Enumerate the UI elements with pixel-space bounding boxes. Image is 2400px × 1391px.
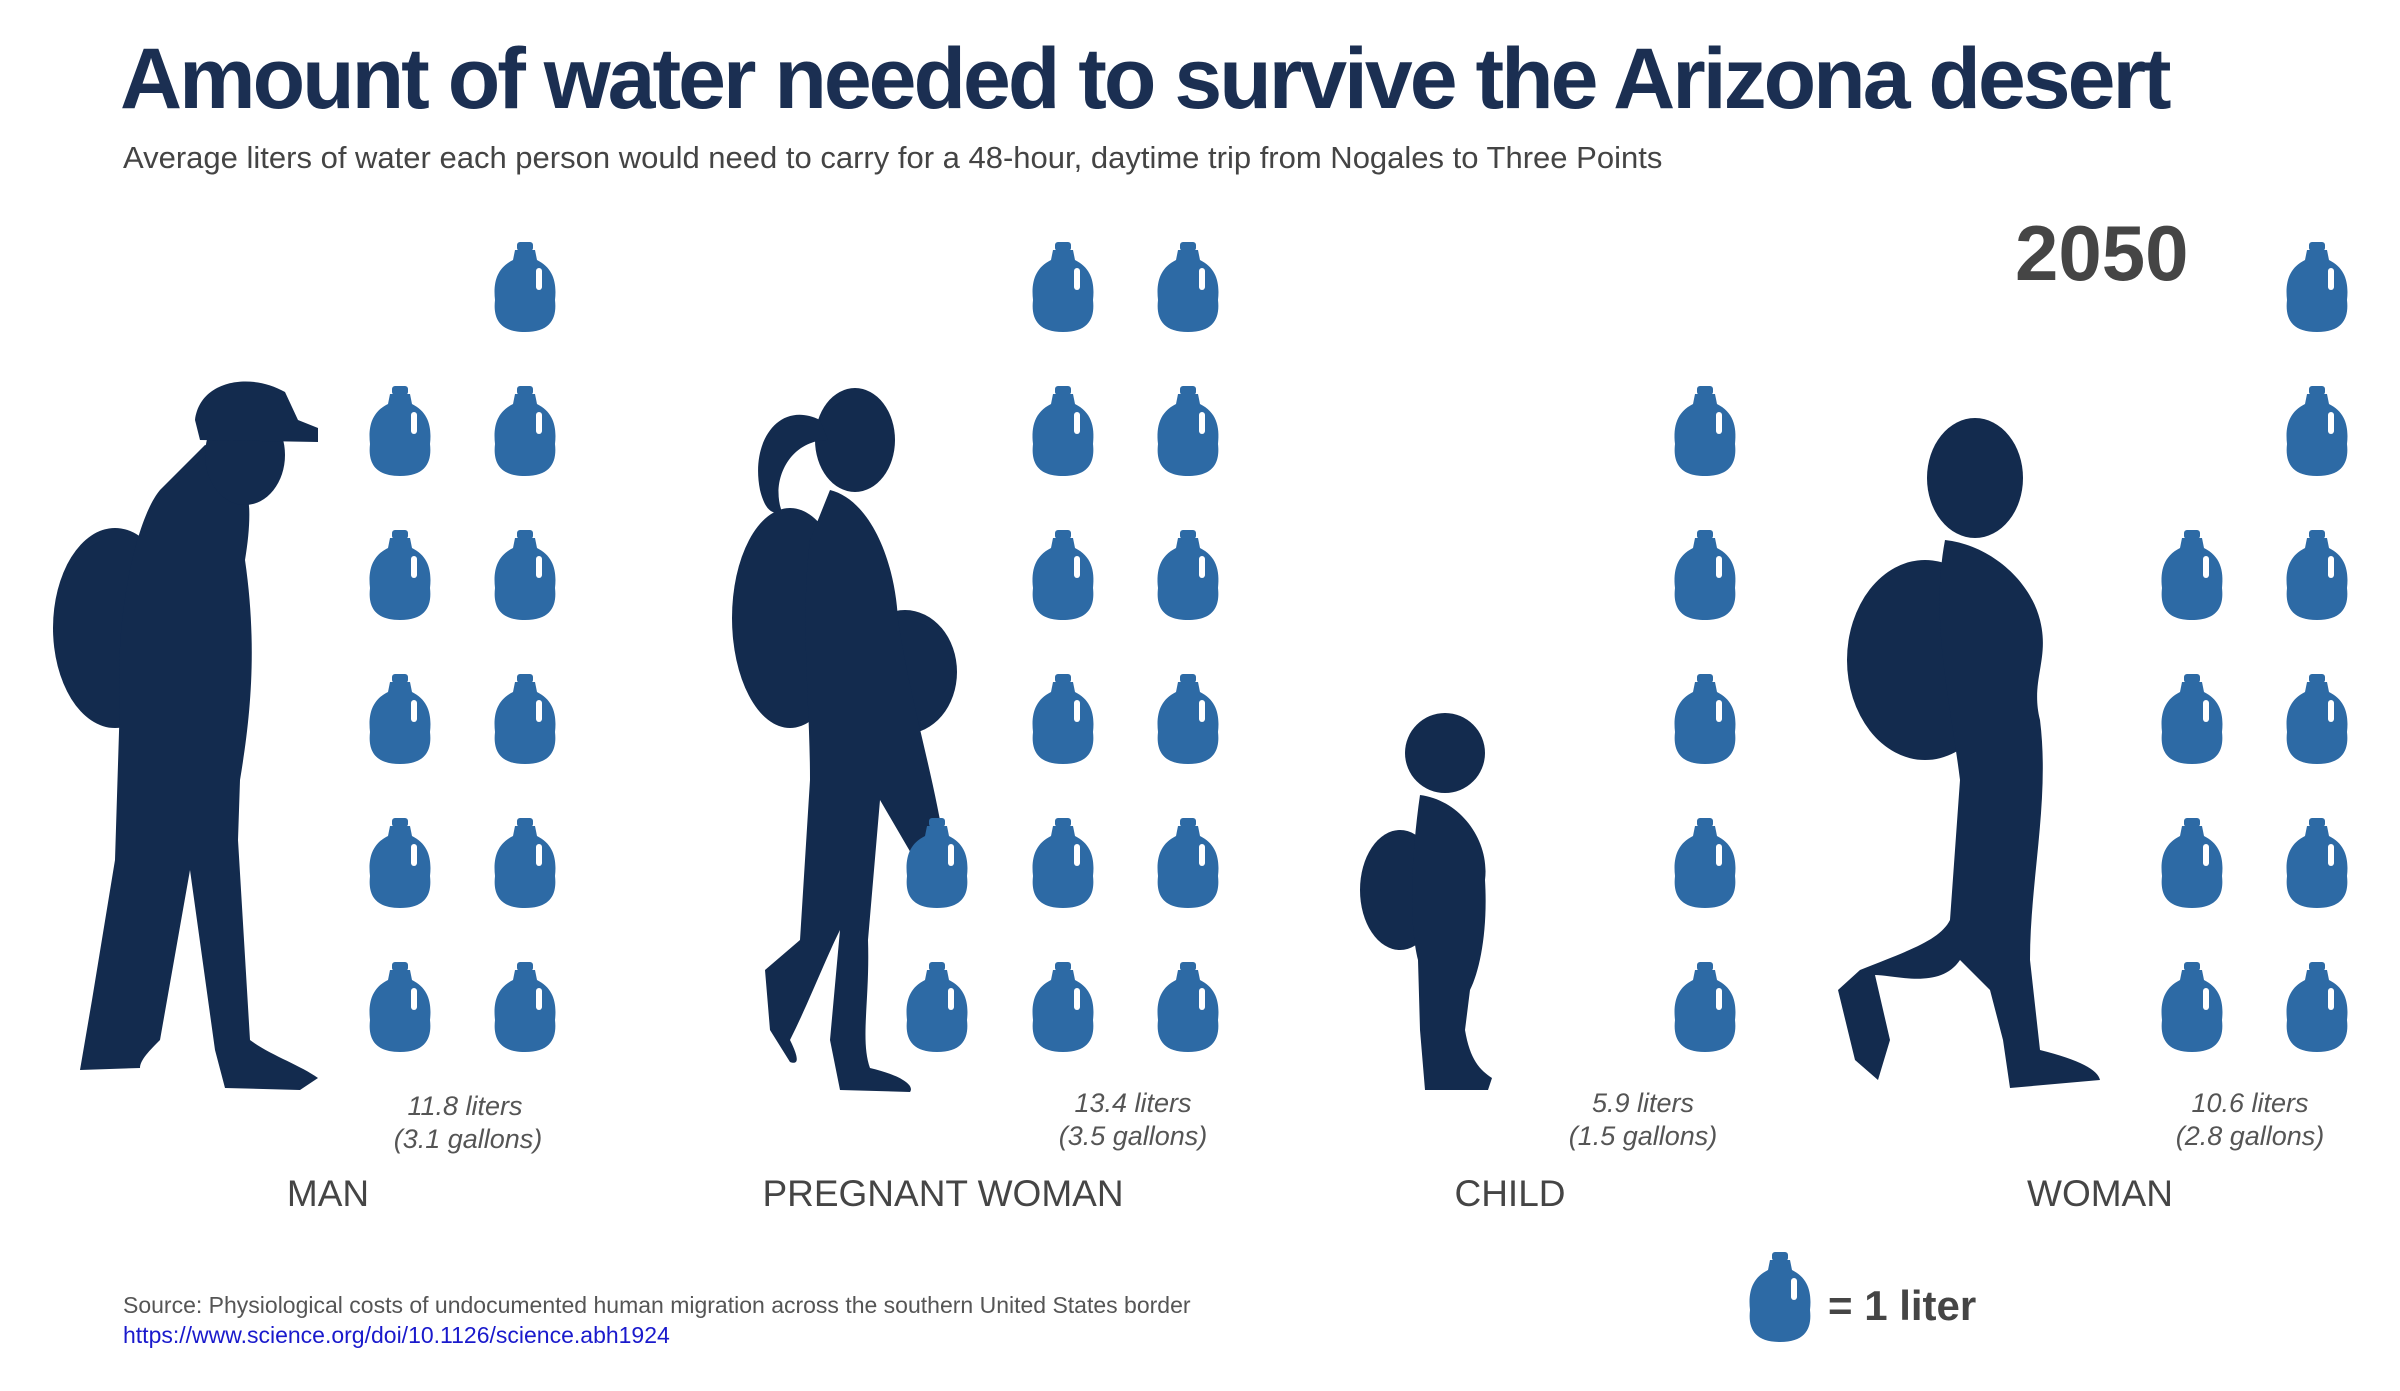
water-jug-icon: [369, 674, 431, 764]
water-jug-icon: [2161, 962, 2223, 1052]
water-jug-icon: [1674, 818, 1736, 908]
water-jug-icon: [1674, 530, 1736, 620]
water-jug-icon: [1032, 530, 1094, 620]
pregnant-woman-silhouette: [732, 388, 957, 1092]
water-jug-icon: [2286, 386, 2348, 476]
man-gallons-label: (3.1 gallons): [394, 1124, 543, 1154]
water-jug-icon: [2286, 530, 2348, 620]
woman-gallons-label: (2.8 gallons): [2176, 1121, 2325, 1151]
water-jug-icon: [2286, 242, 2348, 332]
child-gallons-label: (1.5 gallons): [1569, 1121, 1718, 1151]
water-jug-icon: [2161, 674, 2223, 764]
woman-liters-label: 10.6 liters: [2191, 1088, 2308, 1118]
water-jug-icon: [1674, 962, 1736, 1052]
water-jug-icon: [906, 962, 968, 1052]
year-label: 2050: [2015, 209, 2189, 297]
water-jug-icon: [494, 242, 556, 332]
water-jug-icon: [369, 530, 431, 620]
legend-jug-icon: [1749, 1252, 1811, 1342]
category-label-pregnant-woman: PREGNANT WOMAN: [762, 1173, 1123, 1214]
water-jug-icon: [1157, 530, 1219, 620]
water-jug-icon: [1674, 674, 1736, 764]
water-jug-icon: [2161, 818, 2223, 908]
water-jug-icon: [1157, 674, 1219, 764]
water-jug-icon: [1157, 962, 1219, 1052]
water-jug-icon: [1157, 242, 1219, 332]
water-jug-icon: [369, 386, 431, 476]
water-jug-icon: [2286, 818, 2348, 908]
child-jug-group: [1674, 386, 1736, 1052]
woman-silhouette: [1838, 418, 2100, 1088]
water-jug-icon: [1032, 242, 1094, 332]
water-jug-icon: [1032, 962, 1094, 1052]
man-silhouette: [53, 381, 318, 1090]
water-jug-icon: [494, 674, 556, 764]
water-jug-icon: [494, 530, 556, 620]
chart-subtitle: Average liters of water each person woul…: [123, 140, 1663, 175]
pregnant-woman-liters-label: 13.4 liters: [1074, 1088, 1191, 1118]
water-jug-icon: [1032, 674, 1094, 764]
man-jug-group: [369, 242, 556, 1052]
water-jug-icon: [369, 818, 431, 908]
pregnant-woman-gallons-label: (3.5 gallons): [1059, 1121, 1208, 1151]
child-liters-label: 5.9 liters: [1592, 1088, 1694, 1118]
source-link[interactable]: https://www.science.org/doi/10.1126/scie…: [123, 1322, 670, 1348]
water-jug-icon: [494, 818, 556, 908]
water-jug-icon: [494, 386, 556, 476]
pregnant-woman-jug-group: [906, 242, 1219, 1052]
water-jug-icon: [1157, 818, 1219, 908]
water-jug-icon: [1157, 386, 1219, 476]
child-silhouette: [1360, 713, 1492, 1090]
woman-jug-group: [2161, 242, 2348, 1052]
category-label-man: MAN: [287, 1173, 369, 1214]
source-text: Source: Physiological costs of undocumen…: [123, 1292, 1191, 1318]
legend-label: = 1 liter: [1828, 1282, 1977, 1329]
category-label-child: CHILD: [1454, 1173, 1565, 1214]
water-jug-icon: [1674, 386, 1736, 476]
water-jug-icon: [2286, 674, 2348, 764]
water-jug-icon: [1032, 818, 1094, 908]
chart-title: Amount of water needed to survive the Ar…: [120, 31, 2172, 127]
water-jug-icon: [369, 962, 431, 1052]
water-jug-icon: [2286, 962, 2348, 1052]
water-jug-icon: [2161, 530, 2223, 620]
man-liters-label: 11.8 liters: [407, 1091, 522, 1121]
category-label-woman: WOMAN: [2027, 1173, 2173, 1214]
water-jug-icon: [494, 962, 556, 1052]
water-jug-icon: [1032, 386, 1094, 476]
